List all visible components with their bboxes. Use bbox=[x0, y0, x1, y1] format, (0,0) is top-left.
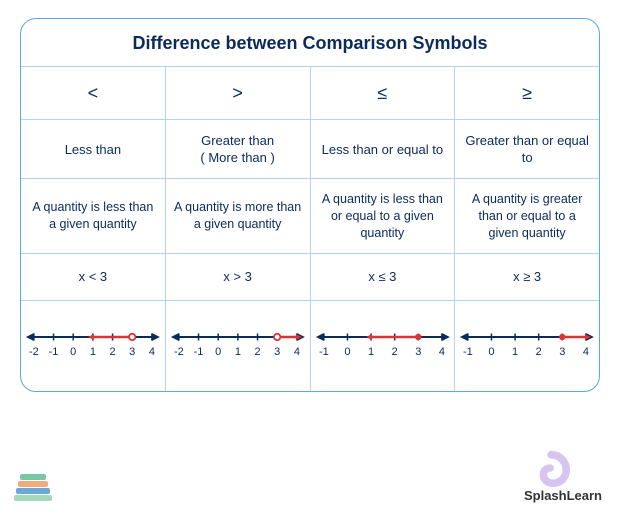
name-cell: Less than bbox=[21, 120, 166, 178]
svg-text:-1: -1 bbox=[318, 346, 328, 358]
desc-cell: A quantity is less than a given quantity bbox=[21, 179, 166, 253]
svg-text:1: 1 bbox=[235, 346, 241, 358]
books-icon bbox=[10, 465, 58, 505]
svg-text:2: 2 bbox=[536, 346, 542, 358]
symbol-row: < > ≤ ≥ bbox=[21, 67, 599, 120]
svg-text:4: 4 bbox=[583, 346, 589, 358]
svg-text:0: 0 bbox=[344, 346, 350, 358]
svg-text:-1: -1 bbox=[463, 346, 473, 358]
comparison-card: Difference between Comparison Symbols < … bbox=[20, 18, 600, 392]
svg-text:3: 3 bbox=[274, 346, 280, 358]
symbol-cell: > bbox=[166, 67, 311, 119]
svg-text:2: 2 bbox=[391, 346, 397, 358]
svg-text:-1: -1 bbox=[49, 346, 59, 358]
desc-cell: A quantity is less than or equal to a gi… bbox=[311, 179, 456, 253]
curl-decoration-icon bbox=[532, 449, 570, 487]
brand-logo: SplashLearn bbox=[524, 488, 602, 503]
svg-text:3: 3 bbox=[559, 346, 565, 358]
svg-text:4: 4 bbox=[149, 346, 155, 358]
numberline-cell: -1 0 1 2 3 4 bbox=[311, 301, 456, 391]
svg-text:1: 1 bbox=[368, 346, 374, 358]
svg-text:2: 2 bbox=[109, 346, 115, 358]
symbol-cell: ≤ bbox=[311, 67, 456, 119]
card-title: Difference between Comparison Symbols bbox=[21, 19, 599, 67]
example-cell: x > 3 bbox=[166, 254, 311, 300]
svg-text:1: 1 bbox=[90, 346, 96, 358]
numberline-row: -2 -1 0 1 2 3 4 -2 -1 0 1 2 3 4 -1 0 1 2 3 4 -1 0 1 2 3 4 bbox=[21, 301, 599, 391]
name-cell: Greater than( More than ) bbox=[166, 120, 311, 178]
svg-text:-2: -2 bbox=[29, 346, 39, 358]
brand-part2: Learn bbox=[567, 488, 602, 503]
symbol-cell: < bbox=[21, 67, 166, 119]
example-cell: x ≥ 3 bbox=[455, 254, 599, 300]
svg-text:3: 3 bbox=[129, 346, 135, 358]
numberline-cell: -2 -1 0 1 2 3 4 bbox=[21, 301, 166, 391]
symbol-cell: ≥ bbox=[455, 67, 599, 119]
svg-text:2: 2 bbox=[254, 346, 260, 358]
example-row: x < 3 x > 3 x ≤ 3 x ≥ 3 bbox=[21, 254, 599, 301]
svg-text:3: 3 bbox=[415, 346, 421, 358]
svg-text:-2: -2 bbox=[174, 346, 184, 358]
desc-cell: A quantity is greater than or equal to a… bbox=[455, 179, 599, 253]
desc-row: A quantity is less than a given quantity… bbox=[21, 179, 599, 254]
svg-text:1: 1 bbox=[512, 346, 518, 358]
desc-cell: A quantity is more than a given quantity bbox=[166, 179, 311, 253]
svg-text:-1: -1 bbox=[193, 346, 203, 358]
name-cell: Less than or equal to bbox=[311, 120, 456, 178]
numberline-cell: -1 0 1 2 3 4 bbox=[455, 301, 599, 391]
name-row: Less than Greater than( More than ) Less… bbox=[21, 120, 599, 179]
brand-part1: Splash bbox=[524, 488, 567, 503]
svg-text:0: 0 bbox=[215, 346, 221, 358]
svg-text:4: 4 bbox=[294, 346, 300, 358]
svg-text:4: 4 bbox=[438, 346, 444, 358]
svg-text:0: 0 bbox=[70, 346, 76, 358]
svg-text:0: 0 bbox=[489, 346, 495, 358]
example-cell: x ≤ 3 bbox=[311, 254, 456, 300]
name-cell: Greater than or equal to bbox=[455, 120, 599, 178]
numberline-cell: -2 -1 0 1 2 3 4 bbox=[166, 301, 311, 391]
example-cell: x < 3 bbox=[21, 254, 166, 300]
